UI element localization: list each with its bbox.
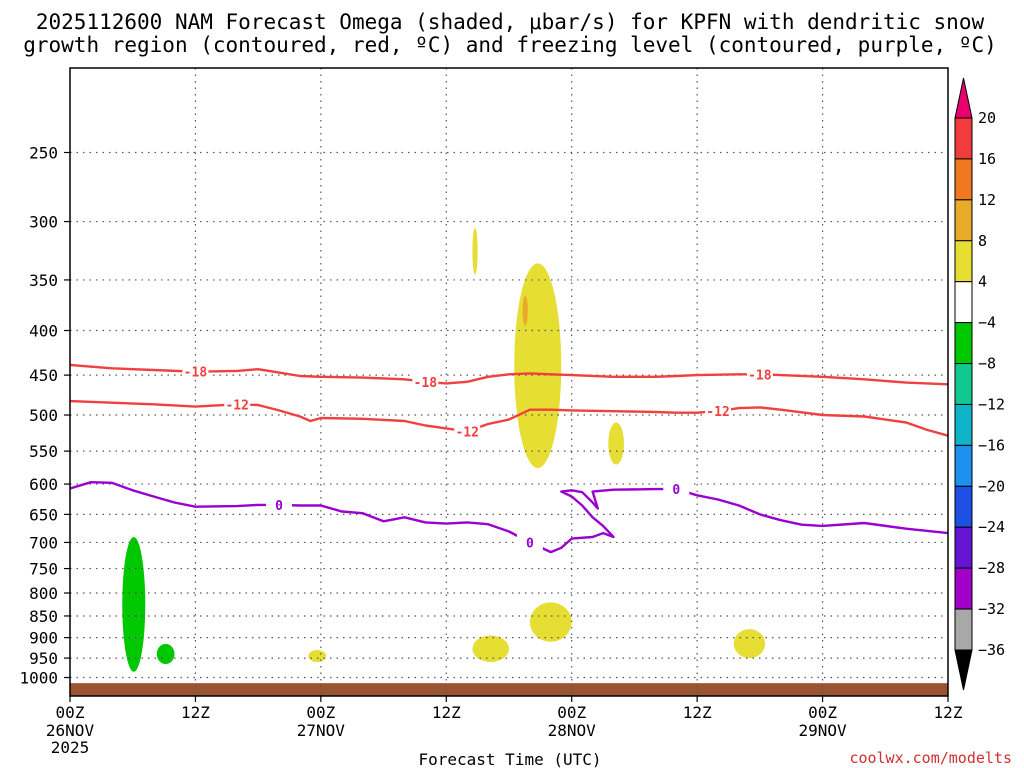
contour-label: 0 [672, 483, 680, 498]
plot-frame [69, 67, 949, 697]
plot-area: -18 -18 -18 -12 -12 -12 0 0 0 [69, 68, 949, 696]
x-tick-label: 12Z [181, 703, 210, 722]
colorbar-segment [954, 526, 973, 569]
y-tick-label: 700 [29, 533, 58, 552]
ground-band [70, 683, 948, 696]
colorbar-label: 4 [978, 273, 987, 291]
colorbar-label: −12 [978, 395, 1005, 413]
y-tick-label: 650 [29, 505, 58, 524]
omega-region-6 [608, 422, 624, 465]
colorbar-label: −28 [978, 559, 1005, 577]
colorbar-segment [954, 608, 973, 651]
y-tick-label: 800 [29, 584, 58, 603]
y-tick-label: 900 [29, 629, 58, 648]
chart-title-line-1: 2025112600 NAM Forecast Omega (shaded, μ… [36, 10, 985, 34]
x-tick-year: 2025 [51, 738, 90, 757]
omega-region-7 [472, 635, 510, 663]
x-tick-date: 26NOV [46, 721, 95, 740]
colorbar-label: 16 [978, 150, 996, 168]
x-tick-label: 00Z [306, 703, 335, 722]
x-tick-label: 12Z [432, 703, 461, 722]
colorbar-label: −4 [978, 314, 996, 332]
colorbar-segment [954, 158, 973, 201]
x-tick-label: 00Z [557, 703, 586, 722]
omega-region-2 [308, 650, 327, 663]
x-tick-label: 12Z [683, 703, 712, 722]
chart-title-line-2: growth region (contoured, red, ºC) and f… [23, 33, 997, 57]
omega-region-5 [522, 295, 528, 326]
colorbar-label: −32 [978, 600, 1005, 618]
colorbar-segment [954, 281, 973, 324]
contour-line [69, 481, 949, 554]
contour-label-bg [746, 366, 773, 383]
x-tick-date: 27NOV [297, 721, 346, 740]
axes: 250 300 350 400 450 500 550 600 650 700 750 800 850 9… [19, 67, 963, 757]
colorbar-segment [954, 199, 973, 242]
colorbar-segment [954, 403, 973, 446]
omega-region-3 [472, 227, 478, 275]
contour-label: -12 [455, 425, 478, 440]
colorbar-segment [954, 322, 973, 365]
omega-region-0 [122, 536, 146, 672]
credit-text: coolwx.com/modelts [849, 749, 1012, 767]
y-tick-label: 750 [29, 560, 58, 579]
y-tick-label: 950 [29, 649, 58, 668]
y-tick-label: 850 [29, 607, 58, 626]
y-tick-label: 450 [29, 366, 58, 385]
x-tick-date: 28NOV [548, 721, 597, 740]
x-axis-label: Forecast Time (UTC) [418, 750, 601, 768]
y-tick-label: 350 [29, 271, 58, 290]
contour-label-bg [224, 396, 251, 413]
y-tick-label: 300 [29, 213, 58, 232]
colorbar-label: −20 [978, 477, 1005, 495]
colorbar-bottom-arrow [954, 649, 973, 691]
contour-label: -18 [748, 368, 772, 383]
colorbar-label: 12 [978, 191, 996, 209]
contour-label-bg [412, 373, 439, 390]
contour-label: 0 [526, 536, 534, 551]
y-tick-label: 500 [29, 406, 58, 425]
x-tick-label: 00Z [808, 703, 837, 722]
y-tick-label: 550 [29, 442, 58, 461]
contour-label: -12 [706, 405, 729, 420]
colorbar-label: −24 [978, 518, 1005, 536]
colorbar-segment [954, 567, 973, 610]
y-tick-label: 600 [29, 475, 58, 494]
colorbar-label: 8 [978, 232, 987, 250]
colorbar-segment [954, 485, 973, 528]
omega-region-1 [156, 643, 175, 665]
x-tick-label: 00Z [56, 703, 85, 722]
contour-label-bg [182, 363, 209, 380]
colorbar-top-arrow [954, 77, 973, 119]
y-tick-label: 400 [29, 322, 58, 341]
contour-label: -12 [225, 398, 248, 413]
omega-region-4 [514, 263, 562, 468]
contour-label: -18 [414, 376, 438, 391]
colorbar: 20 16 12 8 4 −4 −8 −12 −16 −20 −24 −28 −32 −36 [954, 77, 1005, 691]
colorbar-segment [954, 240, 973, 283]
x-tick-date: 29NOV [798, 721, 847, 740]
colorbar-segment [954, 363, 973, 405]
y-tick-label: 250 [29, 144, 58, 163]
contour-label: 0 [275, 499, 283, 514]
colorbar-label: 20 [978, 109, 996, 127]
contour-label: -18 [184, 366, 208, 381]
colorbar-segment [954, 117, 973, 160]
contour-label-bg [663, 481, 690, 498]
y-tick-label: 1000 [19, 669, 58, 688]
contour-label-bg [266, 496, 293, 513]
omega-region-8 [529, 602, 572, 642]
colorbar-segment [954, 444, 973, 487]
contour-line [69, 399, 949, 437]
colorbar-label: −16 [978, 436, 1005, 454]
contour-label-bg [705, 403, 732, 420]
contour-label-bg [516, 534, 543, 551]
omega-region-9 [733, 629, 766, 659]
contour-label-bg [454, 423, 481, 440]
colorbar-label: −8 [978, 355, 996, 373]
x-tick-label: 12Z [934, 703, 963, 722]
colorbar-label: −36 [978, 641, 1005, 659]
